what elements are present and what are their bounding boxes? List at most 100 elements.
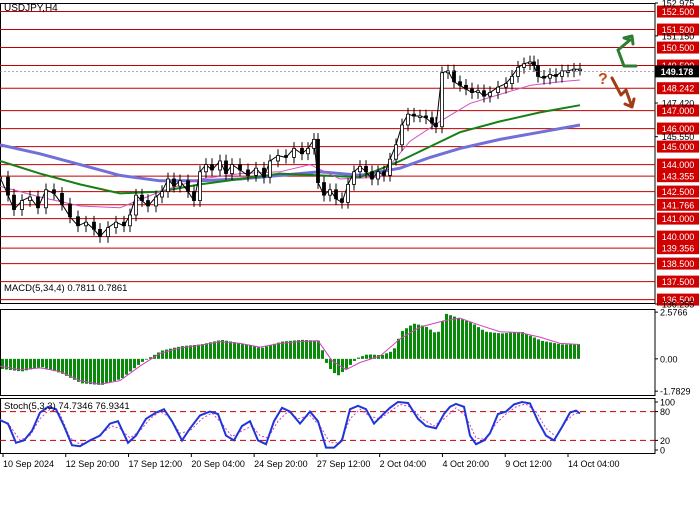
macd-bar bbox=[221, 339, 224, 359]
candle-body bbox=[160, 191, 164, 198]
candle-body bbox=[166, 178, 170, 192]
macd-bar bbox=[457, 317, 460, 359]
macd-bar bbox=[241, 343, 244, 359]
level-label-bg bbox=[657, 140, 699, 153]
macd-bar bbox=[357, 357, 360, 359]
price-axis-label: 151.150 bbox=[662, 31, 695, 41]
candle-body bbox=[52, 189, 56, 194]
level-label-bg bbox=[657, 275, 699, 288]
macd-bar bbox=[393, 348, 396, 359]
time-axis-label: 27 Sep 12:00 bbox=[317, 459, 371, 469]
macd-bar bbox=[237, 342, 240, 359]
candle-body bbox=[192, 191, 196, 201]
level-label-bg bbox=[657, 41, 699, 54]
candle-body bbox=[122, 221, 126, 227]
macd-bar bbox=[9, 358, 12, 371]
macd-bar bbox=[401, 330, 404, 359]
stoch-panel-frame bbox=[0, 398, 656, 454]
candle-body bbox=[346, 183, 350, 203]
macd-bar bbox=[481, 329, 484, 359]
candle-body bbox=[172, 178, 176, 187]
bull-arrow-icon bbox=[616, 34, 638, 68]
macd-bar bbox=[141, 358, 144, 362]
macd-bar bbox=[41, 358, 44, 368]
macd-bar bbox=[537, 339, 540, 359]
macd-bar bbox=[529, 335, 532, 359]
macd-bar bbox=[125, 358, 128, 375]
candle-body bbox=[254, 167, 258, 176]
macd-bar bbox=[473, 324, 476, 359]
candle-body bbox=[464, 84, 468, 90]
macd-bar bbox=[229, 341, 232, 359]
level-label: 137.500 bbox=[662, 277, 695, 287]
candle-body bbox=[146, 200, 150, 207]
level-label: 143.355 bbox=[662, 172, 695, 182]
macd-bar bbox=[321, 350, 324, 359]
candle-body bbox=[440, 72, 444, 128]
candle-body bbox=[20, 200, 24, 210]
macd-bar bbox=[369, 354, 372, 359]
macd-bar bbox=[413, 323, 416, 359]
macd-bar bbox=[517, 331, 520, 359]
time-axis-label: 14 Oct 04:00 bbox=[568, 459, 620, 469]
candle-body bbox=[284, 155, 288, 158]
macd-bar bbox=[565, 344, 568, 359]
time-axis-label: 2 Oct 04:00 bbox=[380, 459, 427, 469]
macd-bar bbox=[137, 358, 140, 365]
macd-bar bbox=[297, 340, 300, 359]
macd-bar bbox=[257, 347, 260, 359]
stoch-axis-label: 20 bbox=[660, 436, 670, 446]
macd-bar bbox=[233, 342, 236, 359]
candle-body bbox=[246, 169, 250, 176]
level-label: 140.000 bbox=[662, 232, 695, 242]
candle-body bbox=[364, 165, 368, 173]
candle-body bbox=[470, 88, 474, 93]
macd-bar bbox=[181, 346, 184, 359]
candle-body bbox=[114, 221, 118, 228]
candle-body bbox=[262, 167, 266, 178]
candle-body bbox=[210, 164, 214, 171]
candle-body bbox=[84, 221, 88, 227]
candle-body bbox=[238, 164, 242, 171]
level-label: 139.356 bbox=[662, 244, 695, 254]
stoch-axis-label: 100 bbox=[660, 398, 675, 408]
macd-bar bbox=[317, 340, 320, 359]
stoch-k-line bbox=[0, 400, 581, 449]
macd-bar bbox=[425, 326, 428, 359]
time-axis-label: 12 Sep 20:00 bbox=[66, 459, 120, 469]
macd-bar bbox=[445, 313, 448, 359]
candle-body bbox=[154, 196, 158, 207]
macd-bar bbox=[545, 341, 548, 359]
macd-bar bbox=[313, 340, 316, 359]
macd-bar bbox=[309, 340, 312, 359]
macd-panel: 2.5766 0.00 -1.7829 bbox=[0, 308, 691, 397]
macd-bar bbox=[573, 344, 576, 359]
candle-body bbox=[292, 147, 296, 158]
stoch-label: Stoch(5,3,3) 74.7346 76.9341 bbox=[4, 401, 130, 412]
candle-body bbox=[328, 189, 332, 196]
candle-body bbox=[370, 171, 374, 180]
candle-body bbox=[134, 194, 138, 216]
level-label: 144.000 bbox=[662, 160, 695, 170]
macd-bar bbox=[449, 315, 452, 359]
macd-bar bbox=[81, 358, 84, 384]
candle-body bbox=[6, 176, 10, 196]
candle-body bbox=[76, 216, 80, 227]
current-price-label: 149.178 bbox=[661, 67, 694, 77]
level-label: 147.000 bbox=[662, 106, 695, 116]
macd-bar bbox=[197, 344, 200, 359]
macd-bar bbox=[165, 349, 168, 359]
level-label: 136.500 bbox=[662, 295, 695, 305]
macd-signal-line bbox=[0, 317, 581, 385]
macd-bar bbox=[45, 358, 48, 369]
bear-arrow-icon bbox=[610, 76, 636, 109]
macd-bar bbox=[405, 328, 408, 359]
macd-bar bbox=[193, 344, 196, 359]
macd-bar bbox=[65, 358, 68, 376]
level-label-bg bbox=[657, 158, 699, 171]
macd-bar bbox=[101, 358, 104, 385]
macd-bar bbox=[49, 358, 52, 370]
time-axis-label: 4 Oct 20:00 bbox=[442, 459, 489, 469]
macd-bar bbox=[373, 354, 376, 359]
ma-mid-line bbox=[0, 104, 581, 195]
